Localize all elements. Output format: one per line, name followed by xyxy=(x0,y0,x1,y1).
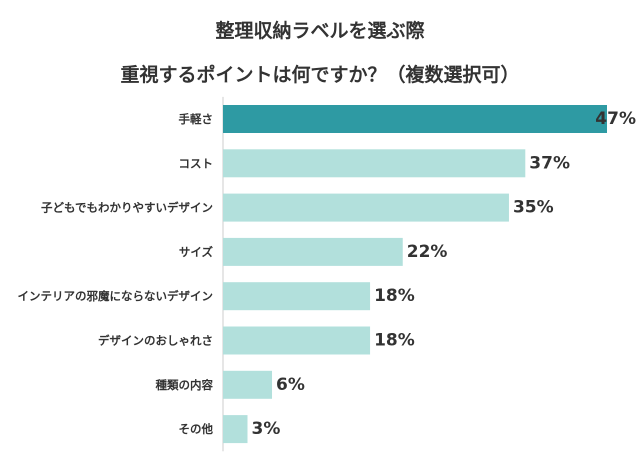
category-label-7: その他 xyxy=(179,422,214,436)
chart-title-line-2: 重視するポイントは何ですか？（複数選択可） xyxy=(120,64,520,86)
bar-4 xyxy=(223,282,371,311)
category-label-0: 手軽さ xyxy=(179,112,214,126)
category-label-5: デザインのおしゃれさ xyxy=(98,334,213,348)
chart-title-line-1: 整理収納ラベルを選ぶ際 xyxy=(215,20,425,42)
value-label-6: 6% xyxy=(276,375,305,395)
bar-1 xyxy=(223,149,526,178)
category-label-6: 種類の内容 xyxy=(156,378,214,392)
bar-3 xyxy=(223,237,403,266)
category-label-2: 子どもでもわかりやすいデザイン xyxy=(41,201,213,215)
value-label-4: 18% xyxy=(374,286,415,306)
value-label-1: 37% xyxy=(529,153,570,173)
bar-5 xyxy=(223,326,371,355)
bar-6 xyxy=(223,370,273,399)
value-label-7: 3% xyxy=(252,419,281,439)
bars-layer: 手軽さ 47% コスト 37% 子どもでもわかりやすいデザイン 35% サイズ 22% インテリ… xyxy=(18,105,636,444)
category-label-3: サイズ xyxy=(179,245,214,259)
category-label-4: インテリアの邪魔にならないデザイン xyxy=(18,289,214,303)
category-label-1: コスト xyxy=(179,156,214,170)
value-label-5: 18% xyxy=(374,331,415,351)
value-label-0: 47% xyxy=(595,109,636,129)
bar-7 xyxy=(223,415,248,444)
bar-2 xyxy=(223,193,509,222)
bar-0 xyxy=(223,105,607,133)
value-label-3: 22% xyxy=(407,242,448,262)
value-label-2: 35% xyxy=(513,198,554,218)
